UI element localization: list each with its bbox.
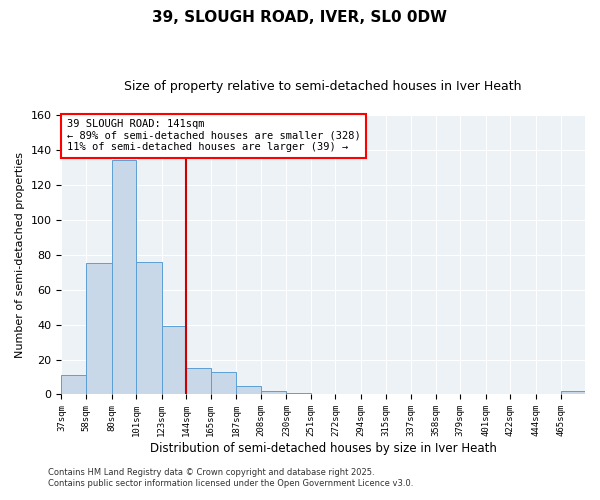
X-axis label: Distribution of semi-detached houses by size in Iver Heath: Distribution of semi-detached houses by …	[150, 442, 497, 455]
Bar	[236, 386, 261, 394]
Bar	[161, 326, 186, 394]
Title: Size of property relative to semi-detached houses in Iver Heath: Size of property relative to semi-detach…	[124, 80, 522, 93]
Bar	[286, 392, 311, 394]
Bar	[211, 372, 236, 394]
Bar	[186, 368, 211, 394]
Bar	[61, 376, 86, 394]
Text: 39 SLOUGH ROAD: 141sqm
← 89% of semi-detached houses are smaller (328)
11% of se: 39 SLOUGH ROAD: 141sqm ← 89% of semi-det…	[67, 119, 361, 152]
Bar	[136, 262, 161, 394]
Text: 39, SLOUGH ROAD, IVER, SL0 0DW: 39, SLOUGH ROAD, IVER, SL0 0DW	[152, 10, 448, 25]
Bar	[112, 160, 136, 394]
Bar	[86, 264, 112, 394]
Text: Contains HM Land Registry data © Crown copyright and database right 2025.
Contai: Contains HM Land Registry data © Crown c…	[48, 468, 413, 487]
Bar	[261, 391, 286, 394]
Y-axis label: Number of semi-detached properties: Number of semi-detached properties	[15, 152, 25, 358]
Bar	[560, 391, 585, 394]
